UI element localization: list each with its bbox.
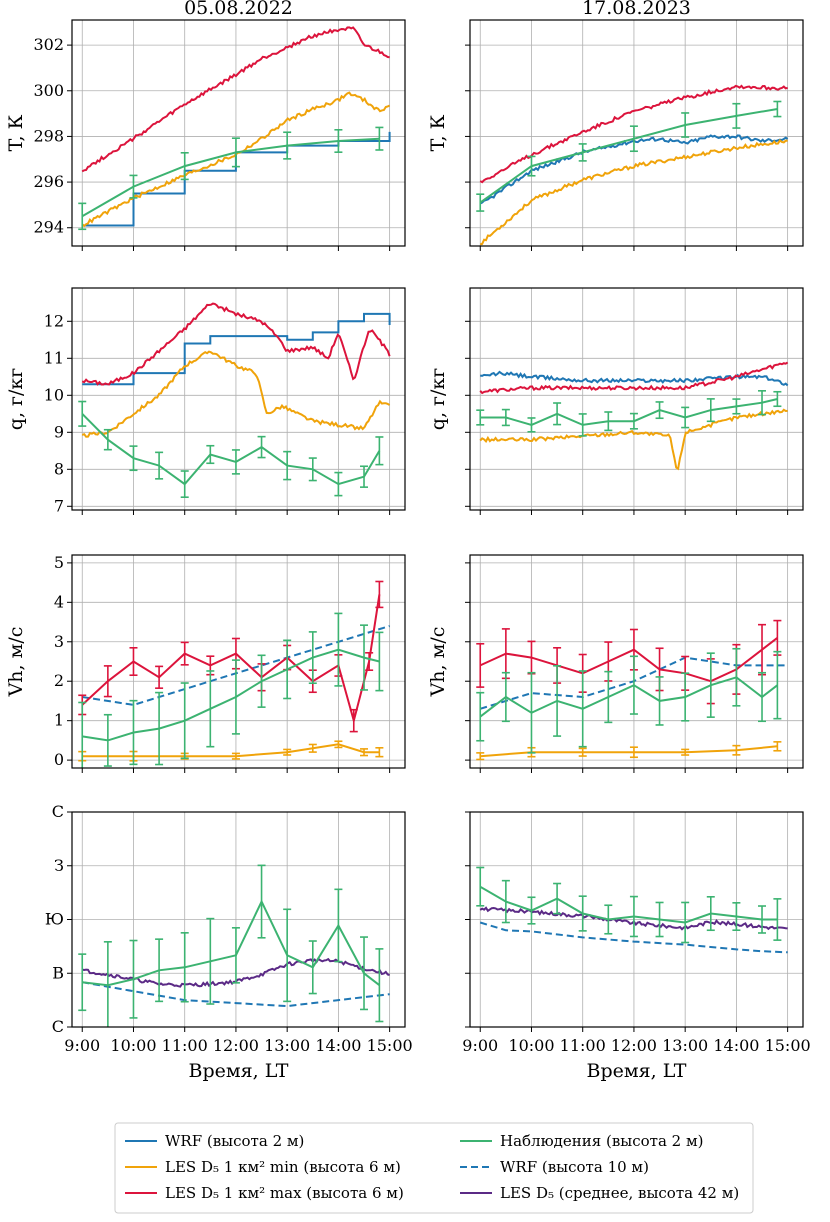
panel-4-2: 9:00 10:00 11:00 12:00 13:00 14:00 15:00 Время,… [462,811,811,1082]
x-tick-label: 10:00 [508,1036,554,1055]
x-tick-label: 13:00 [662,1036,708,1055]
plot-area [476,361,789,471]
panel-frame [71,19,406,247]
series-line-wrf [82,981,390,1008]
series-line-les_min [479,139,788,246]
panel-4-1: 9:00 10:00 11:00 12:00 13:00 14:00 15:00 С В Ю З С В… [45,802,413,1082]
y-axis-label: q, г/кг [5,368,27,430]
y-tick-label: 7 [54,496,64,515]
series-line-obs [480,398,778,426]
panel-2-2: q, г/кг [427,287,804,515]
x-axis-label: Время, LT [587,1060,687,1082]
x-tick-label: 15:00 [765,1036,811,1055]
legend-label: WRF (высота 10 м) [500,1158,649,1176]
y-axis-label: T, К [5,114,27,151]
x-axis-label: Время, LT [189,1060,289,1082]
y-tick-label: 294 [33,218,64,237]
plot-area [476,619,788,761]
x-tick-label: 13:00 [264,1036,310,1055]
series-line-les_min [81,350,391,438]
y-tick-label: 11 [44,348,64,367]
panel-frame [469,287,804,511]
series-line-obs [479,108,778,204]
x-tick-label: 12:00 [611,1036,657,1055]
column-title: 05.08.2022 [184,0,293,19]
series-line-wrf [82,312,391,386]
y-tick-label: 302 [33,35,64,54]
y-tick-label: 0 [54,750,64,769]
y-tick-label: 296 [33,172,64,191]
panel-frame [469,554,804,769]
panel-frame [71,287,406,511]
legend-label: Наблюдения (высота 2 м) [500,1132,704,1150]
series-line-obs [82,899,381,987]
x-tick-label: 9:00 [462,1036,498,1055]
panel-2-1: 7 8 9 10 11 12 q, г/кг [5,287,406,515]
y-tick-label: 10 [44,385,64,404]
legend-label: LES D₅ 1 км² min (высота 6 м) [165,1158,401,1176]
x-tick-label: 12:00 [213,1036,259,1055]
plot-area [78,580,390,768]
series-line-les_max [479,361,789,395]
x-tick-label: 9:00 [64,1036,100,1055]
series-line-les_max [81,26,390,173]
panel-3-1: 0 1 2 3 4 5 Vh, м/с [5,553,406,773]
y-tick-label: Ю [45,910,64,929]
x-tick-label: 11:00 [560,1036,606,1055]
panel-1-2: T, К 17.08.2023 [427,0,804,251]
y-tick-label: З [54,856,64,875]
plot-area [78,864,390,1027]
legend-label: LES D₅ 1 км² max (высота 6 м) [165,1184,404,1202]
series-line-les_max [81,302,391,386]
plot-area [78,302,391,498]
y-tick-label: С [52,1017,64,1036]
x-tick-label: 10:00 [110,1036,156,1055]
series-line-les_min [82,743,380,758]
plot-area [476,866,788,954]
y-axis-label: Vh, м/с [5,627,27,698]
y-axis-label: Vh, м/с [427,627,449,698]
x-tick-label: 14:00 [315,1036,361,1055]
y-tick-label: 300 [33,81,64,100]
y-tick-label: 3 [54,632,64,651]
series-line-obs [82,648,380,742]
legend: WRF (высота 2 м) LES D₅ 1 км² min (высота… [114,1122,754,1214]
panel-1-1: 294 296 298 300 302 T, К 05.08.2022 [5,0,406,251]
y-tick-label: 5 [54,553,64,572]
legend-label: LES D₅ (среднее, высота 42 м) [500,1184,739,1202]
panel-frame [71,554,406,769]
y-tick-label: 9 [54,422,64,441]
y-tick-label: 4 [54,592,64,611]
series-line-wrf [479,921,788,954]
y-tick-label: 298 [33,126,64,145]
y-tick-label: 12 [44,311,64,330]
series-line-les_max [81,594,381,725]
series-line-obs [81,137,380,218]
y-axis-label: q, г/кг [427,368,449,430]
x-tick-label: 11:00 [162,1036,208,1055]
x-tick-label: 14:00 [713,1036,759,1055]
series-line-obs [479,676,779,718]
y-tick-label: С [52,802,64,821]
legend-label: WRF (высота 2 м) [165,1132,304,1150]
series-line-obs [479,885,778,924]
panel-3-2: Vh, м/с [427,554,804,773]
plot-area [476,84,789,246]
panel-frame [469,19,804,247]
column-title: 17.08.2023 [582,0,691,19]
legend-frame [114,1122,754,1214]
y-tick-label: В [52,963,64,982]
y-tick-label: 8 [54,459,64,478]
y-tick-label: 1 [54,711,64,730]
plot-area [78,26,391,231]
x-tick-label: 15:00 [367,1036,413,1055]
y-axis-label: T, К [427,114,449,151]
series-line-les_min [479,408,788,471]
y-tick-label: 2 [54,671,64,690]
